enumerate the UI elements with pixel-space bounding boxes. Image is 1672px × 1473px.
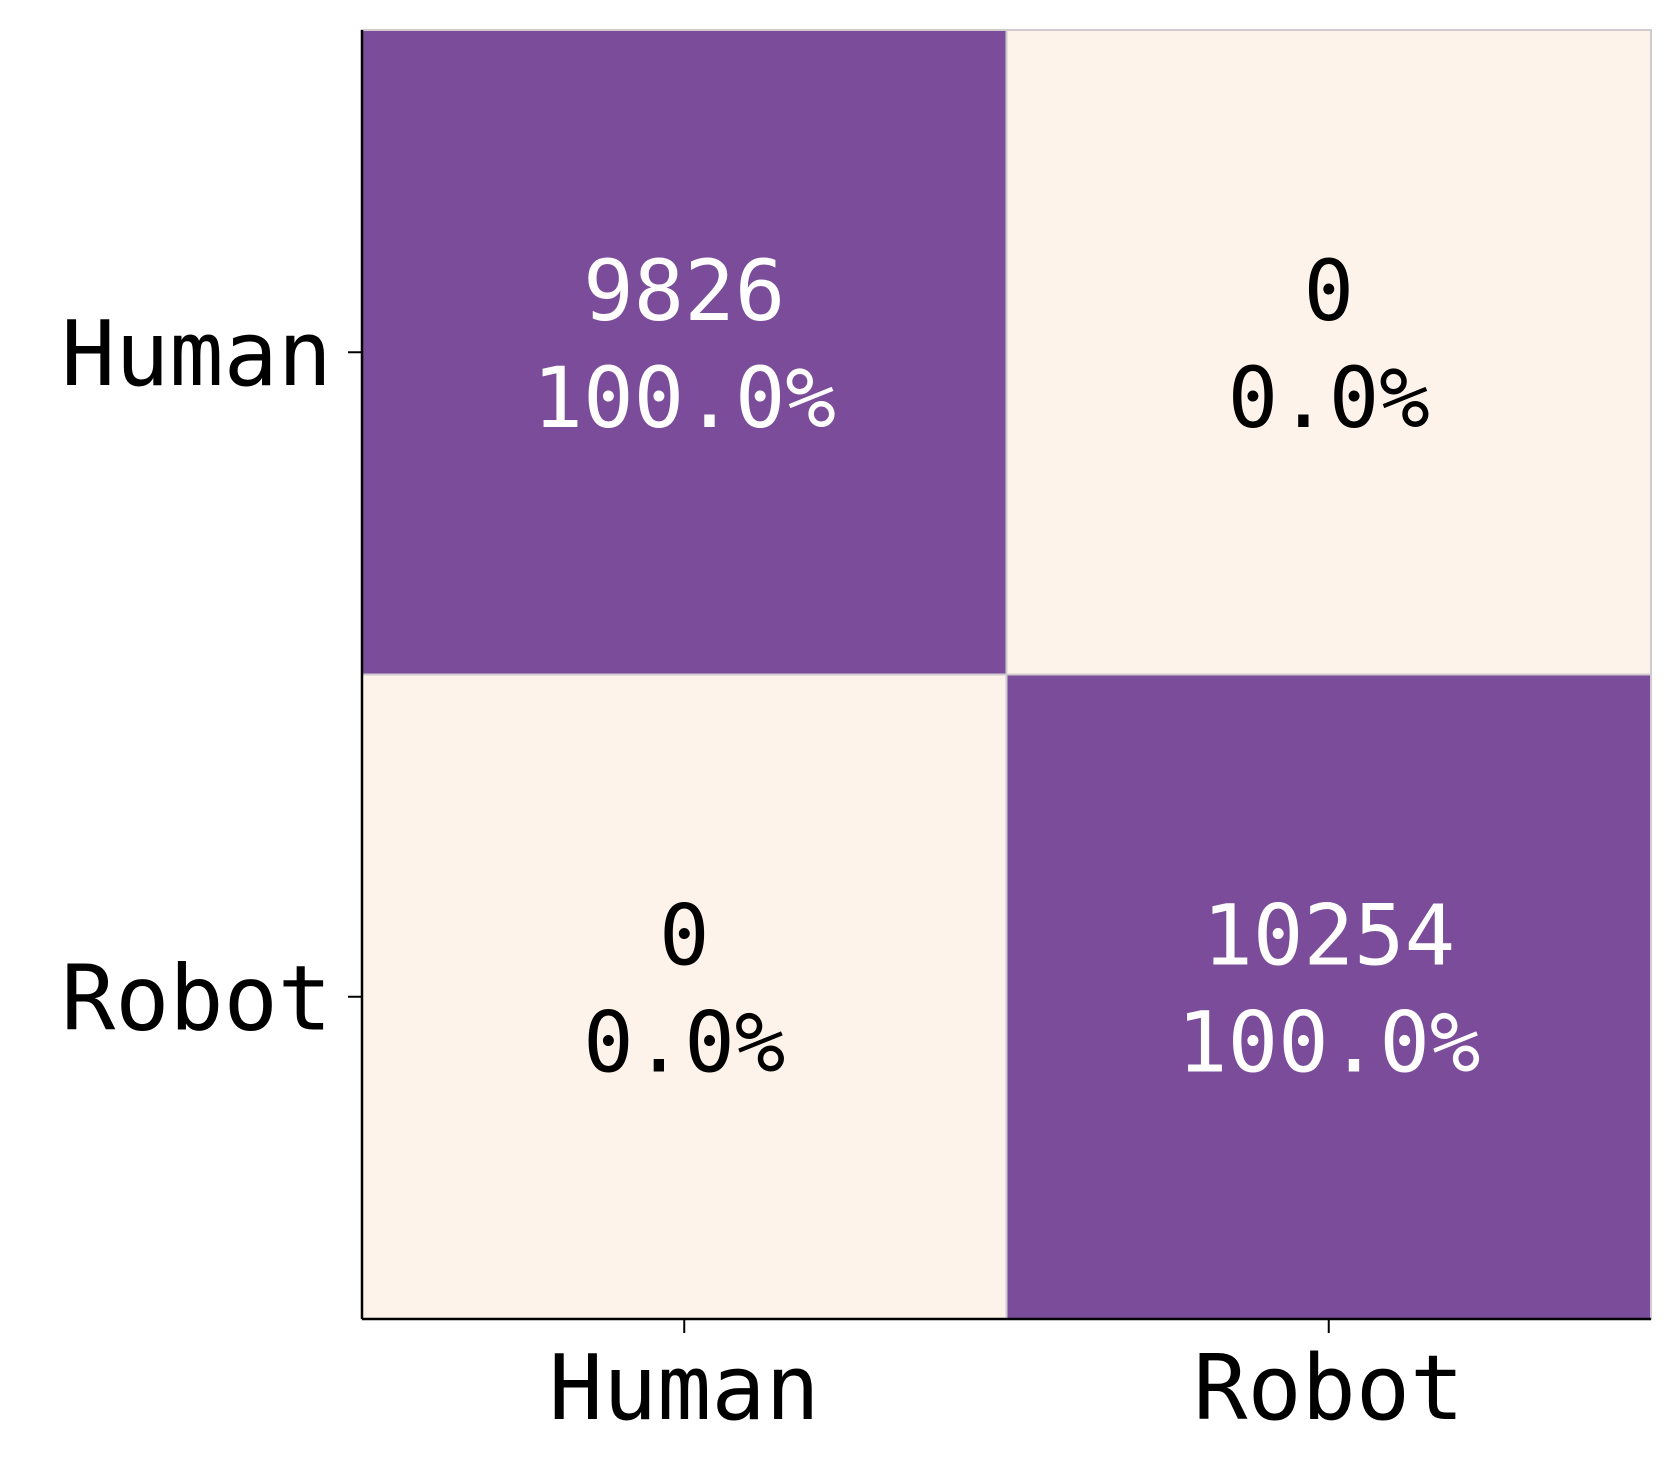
heatmap-cell xyxy=(361,29,1008,676)
x-tick-label: Human xyxy=(549,1336,820,1441)
heatmap-cell xyxy=(361,673,1008,1320)
cell-count: 10254 xyxy=(1202,887,1455,985)
heatmap-cell xyxy=(1005,29,1652,676)
cell-count: 0 xyxy=(659,887,710,985)
heatmap-cell xyxy=(1005,673,1652,1320)
y-tick-label: Human xyxy=(61,302,332,407)
cell-percent: 0.0% xyxy=(583,994,785,1092)
cell-count: 0 xyxy=(1303,242,1354,340)
x-tick-label: Robot xyxy=(1193,1336,1464,1441)
y-tick-label: Robot xyxy=(61,947,332,1052)
cell-percent: 0.0% xyxy=(1228,349,1430,447)
cell-percent: 100.0% xyxy=(1177,994,1480,1092)
cell-percent: 100.0% xyxy=(533,349,836,447)
cell-count: 9826 xyxy=(583,242,785,340)
